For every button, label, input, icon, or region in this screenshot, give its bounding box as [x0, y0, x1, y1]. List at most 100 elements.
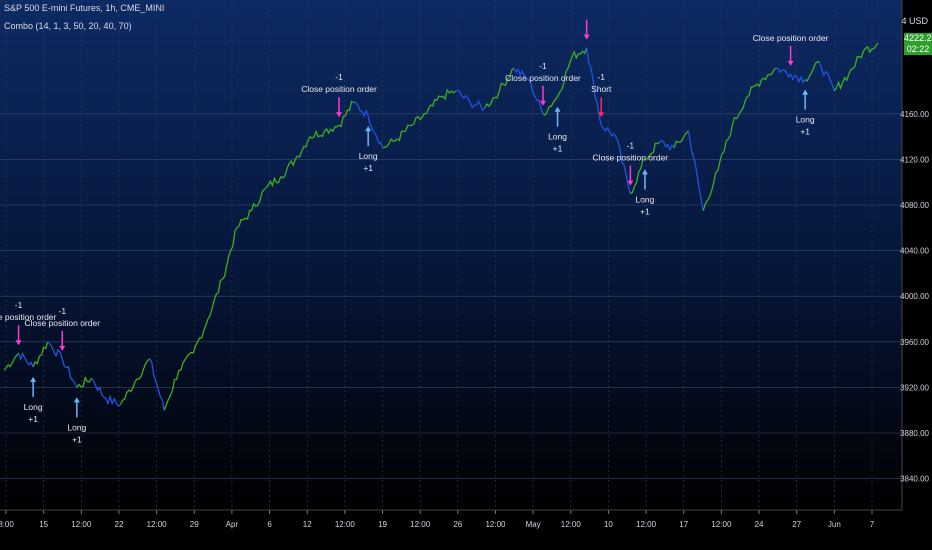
- price-segment: [425, 95, 442, 115]
- price-segment: [134, 358, 151, 383]
- price-segment: [513, 67, 529, 81]
- signal-label: Close position order: [301, 84, 377, 94]
- price-segment: [702, 170, 719, 211]
- time-tick-label: 27: [792, 520, 801, 529]
- price-tick-label: 4080.00: [900, 201, 929, 210]
- price-segment: [178, 351, 194, 371]
- signal-qty: -1: [597, 72, 605, 82]
- time-tick-label: 19: [378, 520, 387, 529]
- signal-close[interactable]: Close position order -1: [0, 300, 57, 346]
- price-tick-label: 3880.00: [900, 429, 929, 438]
- signal-long[interactable]: Long +1: [24, 376, 43, 424]
- price-segment: [455, 89, 471, 103]
- price-segment: [250, 187, 267, 211]
- signal-long[interactable]: Long +1: [635, 169, 655, 216]
- price-axis-ticks: 4160.00 4120.00 4080.00 4040.00 4000.00 3960.…: [900, 110, 929, 484]
- signal-close[interactable]: Close position order: [753, 33, 829, 66]
- down-arrow-head-icon: [15, 340, 22, 346]
- price-segment: [90, 377, 107, 400]
- signal-close[interactable]: Close position order -1: [505, 61, 581, 106]
- price-segment: [309, 129, 326, 139]
- price-segment: [804, 60, 820, 82]
- price-tick-label: 4120.00: [900, 155, 929, 164]
- price-segment: [673, 130, 690, 149]
- time-tick-label: 6: [267, 520, 272, 529]
- price-segment: [396, 124, 412, 142]
- signal-close[interactable]: Close position order -1: [593, 141, 669, 186]
- price-segment: [615, 136, 632, 194]
- price-segment: [221, 227, 238, 280]
- indicator-legend[interactable]: Combo (14, 1, 3, 50, 20, 40, 70): [4, 21, 132, 31]
- price-segment: [586, 47, 602, 126]
- signal-close[interactable]: Close position order -1: [301, 72, 377, 118]
- signal-label: Long: [67, 422, 86, 432]
- price-segment: [687, 130, 704, 211]
- signal-long[interactable]: Long +1: [548, 106, 567, 154]
- signal-label: Close position order: [753, 33, 829, 43]
- price-segment: [775, 67, 792, 79]
- time-tick-label: 12: [303, 520, 312, 529]
- time-tick-label: 12:00: [711, 520, 732, 529]
- symbol-title: S&P 500 E-mini Futures, 1h, CME_MINI: [4, 3, 165, 13]
- time-tick-label: Jun: [828, 520, 841, 529]
- signal-qty: +1: [28, 414, 38, 424]
- time-tick-label: 12:00: [71, 520, 92, 529]
- signal-label: Long: [359, 151, 378, 161]
- price-segment: [324, 124, 340, 135]
- price-tick-label: 4160.00: [900, 110, 929, 119]
- price-segment: [630, 158, 646, 195]
- price-axis-background: [902, 0, 932, 510]
- signal-label: Long: [796, 115, 815, 125]
- current-price-badge: 4222.25: [904, 33, 932, 44]
- long-arrow-head-icon: [641, 169, 648, 175]
- price-segment: [746, 79, 763, 98]
- time-tick-label: 12:00: [410, 520, 431, 529]
- price-segment: [47, 341, 63, 360]
- price-segment: [789, 73, 806, 84]
- signal-label: Close position order: [0, 312, 57, 322]
- signal-qty: -1: [15, 300, 23, 310]
- price-segment: [61, 358, 78, 388]
- signal-short[interactable]: Short -1: [591, 72, 612, 118]
- price-segment: [862, 42, 879, 54]
- signal-label: Close position order: [593, 153, 669, 163]
- horizontal-gridlines: [0, 113, 902, 479]
- signal-label: Long: [548, 132, 567, 142]
- price-segment: [265, 176, 282, 189]
- time-tick-label: 10: [604, 520, 613, 529]
- signal-qty: +1: [640, 206, 650, 216]
- signal-long[interactable]: Long +1: [359, 126, 378, 173]
- down-arrow-head-icon: [598, 112, 605, 118]
- signal-label: Long: [635, 194, 654, 204]
- long-arrow-head-icon: [30, 376, 37, 382]
- price-segment: [600, 124, 617, 137]
- down-arrow-head-icon: [59, 345, 66, 351]
- price-segment: [542, 96, 558, 116]
- signal-label: Long: [24, 402, 43, 412]
- time-tick-label: 12:00: [485, 520, 506, 529]
- price-segment: [105, 394, 121, 408]
- bar-countdown-badge: 02:22: [904, 44, 932, 55]
- signal-qty: -1: [335, 72, 343, 82]
- price-segment: [440, 88, 457, 101]
- price-tick-label: 3840.00: [900, 475, 929, 484]
- long-arrow-head-icon: [554, 106, 561, 112]
- down-arrow-head-icon: [787, 60, 794, 66]
- signal-close[interactable]: [583, 19, 590, 40]
- time-tick-label: Apr: [226, 520, 239, 529]
- price-tick-label: 3920.00: [900, 383, 929, 392]
- price-segment: [659, 139, 675, 152]
- price-segment: [280, 159, 296, 179]
- signal-long[interactable]: Long +1: [796, 89, 815, 137]
- price-segment: [382, 137, 398, 149]
- price-segment: [469, 99, 486, 112]
- price-segment: [498, 67, 515, 92]
- currency-label: 4 USD: [901, 16, 928, 26]
- price-segment: [207, 278, 223, 320]
- signal-long[interactable]: Long +1: [67, 397, 87, 444]
- signal-close[interactable]: Close position order -1: [24, 306, 100, 351]
- price-tick-label: 4040.00: [900, 247, 929, 256]
- signal-qty: +1: [553, 144, 563, 154]
